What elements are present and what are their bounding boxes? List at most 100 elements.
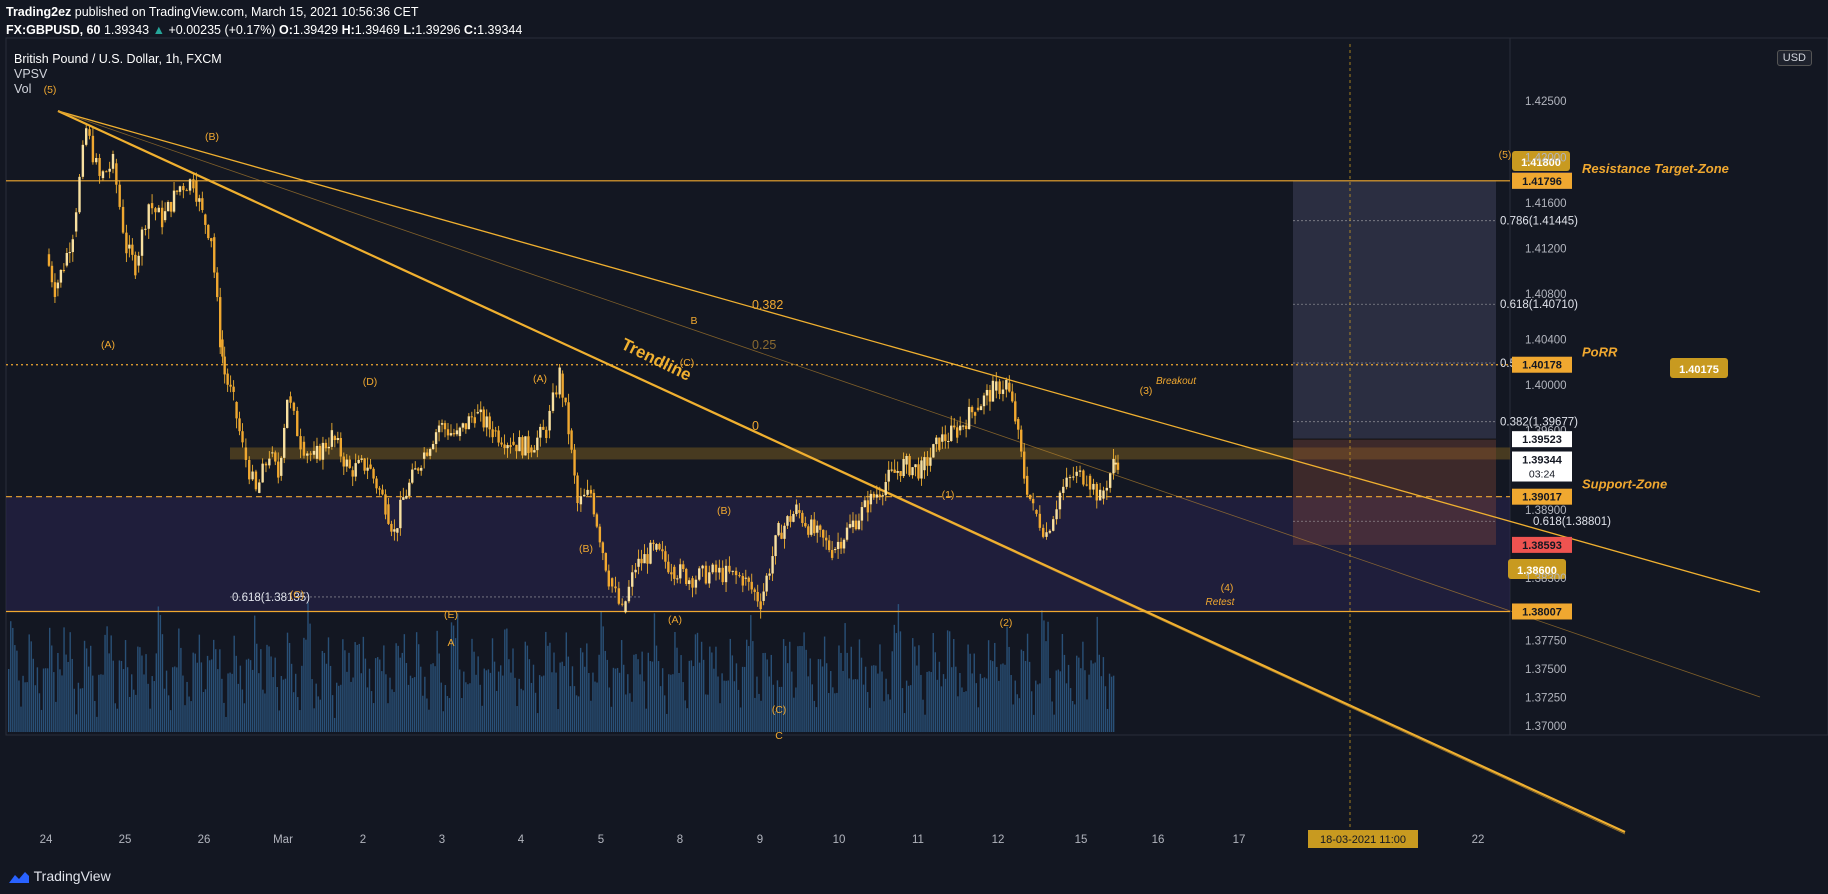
x-tick-label: 25 [119,834,132,846]
candle [621,598,624,607]
candle [640,549,643,571]
volume-bar [768,676,770,732]
volume-bar [725,680,727,732]
volume-bar [944,678,947,732]
candle-body [515,444,518,452]
candle [649,540,652,565]
candle-body [375,478,378,489]
volume-bar [1096,616,1098,732]
fib-label: 0.382(1.39677) [1500,417,1578,429]
date-cursor-tag [1308,830,1418,848]
volume-bar [1035,680,1037,732]
candle [804,516,807,528]
candle [324,439,328,452]
volume-bar [292,692,295,732]
candle [166,200,170,212]
candle-body [1108,473,1112,488]
volume-bar [510,672,512,732]
last-price: 1.39343 [103,23,150,37]
candle-body [524,436,527,456]
volume-bar [463,671,465,732]
legend-title[interactable]: British Pound / U.S. Dollar, 1h, FXCM [14,52,222,66]
candle-body [372,468,375,479]
volume-bar [272,677,274,732]
volume-bar [102,674,104,732]
volume-bar [873,665,875,732]
volume-bar [778,686,781,732]
volume-bar [1022,651,1025,732]
candle [98,153,101,184]
volume-bar [604,650,606,732]
candle [661,541,664,560]
candle-body [701,565,704,569]
tradingview-logo[interactable]: TradingView [8,868,111,884]
volume-bar [131,674,133,732]
volume-bar [1020,649,1023,732]
volume-bar [432,663,434,732]
candle-body [251,471,254,480]
candle [667,554,670,574]
candle-body [357,459,360,464]
wave-label: (B) [717,505,731,517]
symbol-label[interactable]: FX:GBPUSD, 60 [6,23,101,37]
y-tick-label: 1.40000 [1525,380,1567,392]
volume-bar [590,700,592,732]
candle [378,486,381,496]
candle-body [396,528,399,533]
x-tick-label: 5 [598,834,604,846]
candle [115,158,118,194]
candle-body [567,402,570,435]
candle-body [261,463,264,483]
volume-bar [1049,678,1051,732]
volume-bar [331,695,334,732]
volume-bar [200,662,203,732]
volume-bar [871,665,873,732]
volume-bar [1090,660,1092,732]
candle-body [551,392,555,411]
candle [1092,478,1095,495]
candle [961,424,965,430]
volume-bar [374,658,377,732]
candle-body [306,453,309,456]
candle [210,237,213,248]
candle-body [50,265,54,283]
volume-bar [497,671,500,732]
candle-body [558,367,561,395]
volume-bar [657,661,660,732]
volume-bar [477,656,479,732]
candle-body [979,406,983,411]
candle [360,454,363,463]
candle-body [750,581,753,590]
candle [617,581,621,606]
volume-bar [290,663,293,732]
volume-bar [280,676,283,732]
publisher-name[interactable]: Trading2ez [6,5,72,19]
volume-bar [629,693,631,732]
candle [589,485,593,498]
volume-bar [147,683,149,732]
candle [586,479,589,496]
fib-label: 0.618(1.38801) [1533,516,1611,528]
candle-body [1014,401,1017,422]
volume-bar [1102,657,1105,732]
legend-indicator-vpsv[interactable]: VPSV [14,67,48,81]
legend-indicator-vol[interactable]: Vol [14,82,32,96]
volume-bar [235,655,237,732]
candle-body [765,575,768,592]
candle [431,440,435,451]
candle [646,547,649,574]
volume-bar [602,626,604,732]
volume-bar [700,641,703,732]
volume-bar [1100,676,1103,732]
candle [756,584,759,607]
candle [405,489,408,500]
volume-bar [1051,701,1053,732]
wave-label: A [447,637,454,649]
candle-body [961,425,965,427]
volume-bar [1024,660,1027,732]
volume-bar [284,678,287,732]
candle-body [157,207,160,213]
candle [390,520,393,537]
currency-button[interactable]: USD [1776,50,1812,66]
